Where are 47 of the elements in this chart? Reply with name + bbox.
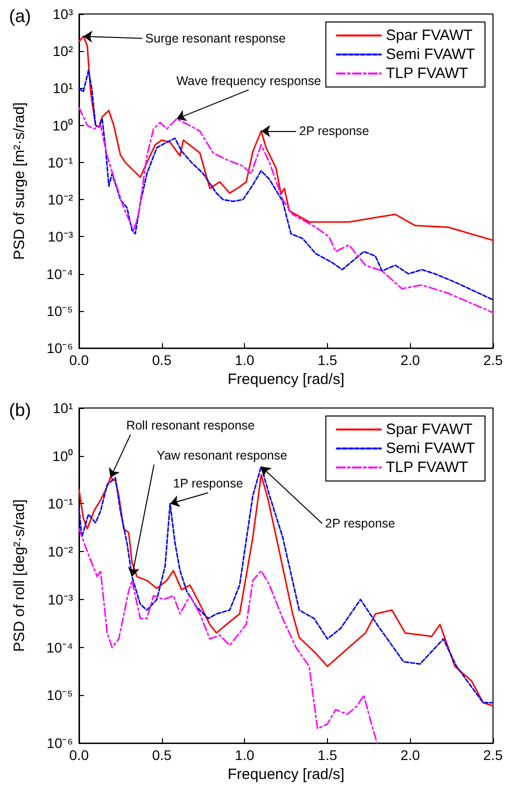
line-series xyxy=(78,106,494,314)
annotation: 2P response xyxy=(325,516,396,530)
y-tick-label: 10⁻³ xyxy=(48,228,74,245)
x-tick-label: 1.0 xyxy=(234,747,255,764)
y-tick-label: 10⁻³ xyxy=(48,591,74,608)
x-tick-label: 0.5 xyxy=(152,352,172,368)
x-tick-label: 2.5 xyxy=(483,747,503,764)
legend-label: TLP FVAWT xyxy=(386,459,468,476)
x-axis-title: Frequency [rad/s] xyxy=(228,766,344,783)
x-tick-label: 1.5 xyxy=(318,747,338,764)
y-tick-label: 10³ xyxy=(52,6,74,22)
y-tick-label: 10¹ xyxy=(52,80,74,96)
y-tick-label: 10² xyxy=(52,43,74,60)
y-tick-label: 10⁻⁴ xyxy=(46,266,73,282)
legend-label: TLP FVAWT xyxy=(386,65,468,82)
x-tick-label: 0.5 xyxy=(152,747,172,764)
y-tick-label: 10⁻¹ xyxy=(48,496,74,512)
line-series xyxy=(78,70,494,301)
annotation: Yaw resonant response xyxy=(156,448,288,463)
y-tick-label: 10¹ xyxy=(52,400,74,416)
x-tick-label: 2.0 xyxy=(400,747,420,764)
y-tick-label: 10⁻² xyxy=(48,192,74,208)
x-tick-label: 2.0 xyxy=(400,352,420,368)
y-tick-label: 10⁻¹ xyxy=(48,154,74,170)
y-tick-label: 10⁻⁵ xyxy=(46,687,73,704)
annotation: Surge resonant response xyxy=(145,31,286,46)
annotation: Roll resonant response xyxy=(126,418,255,433)
x-tick-label: 1.5 xyxy=(318,352,338,368)
annotation: 2P response xyxy=(299,124,370,138)
y-tick-label: 10⁰ xyxy=(52,117,73,134)
y-axis-title: PSD of surge [m²·s/rad] xyxy=(11,102,28,260)
chart-title: (b) xyxy=(9,400,31,420)
x-axis-title: Frequency [rad/s] xyxy=(228,371,344,388)
annotation: 1P response xyxy=(173,476,244,491)
x-tick-label: 2.5 xyxy=(483,352,503,368)
y-tick-label: 10⁻⁴ xyxy=(46,639,73,656)
y-axis-title: PSD of roll [deg²·s/rad] xyxy=(11,499,28,652)
legend-label: Spar FVAWT xyxy=(386,421,473,438)
y-tick-label: 10⁰ xyxy=(52,448,73,464)
annotation: Wave frequency response xyxy=(176,74,322,88)
x-tick-label: 1.0 xyxy=(234,352,255,368)
chart-title: (a) xyxy=(9,6,31,26)
legend-label: Semi FVAWT xyxy=(386,440,476,457)
legend-label: Semi FVAWT xyxy=(386,46,476,63)
legend-label: Spar FVAWT xyxy=(386,27,473,44)
y-tick-label: 10⁻² xyxy=(48,544,74,560)
y-tick-label: 10⁻⁵ xyxy=(46,302,73,319)
